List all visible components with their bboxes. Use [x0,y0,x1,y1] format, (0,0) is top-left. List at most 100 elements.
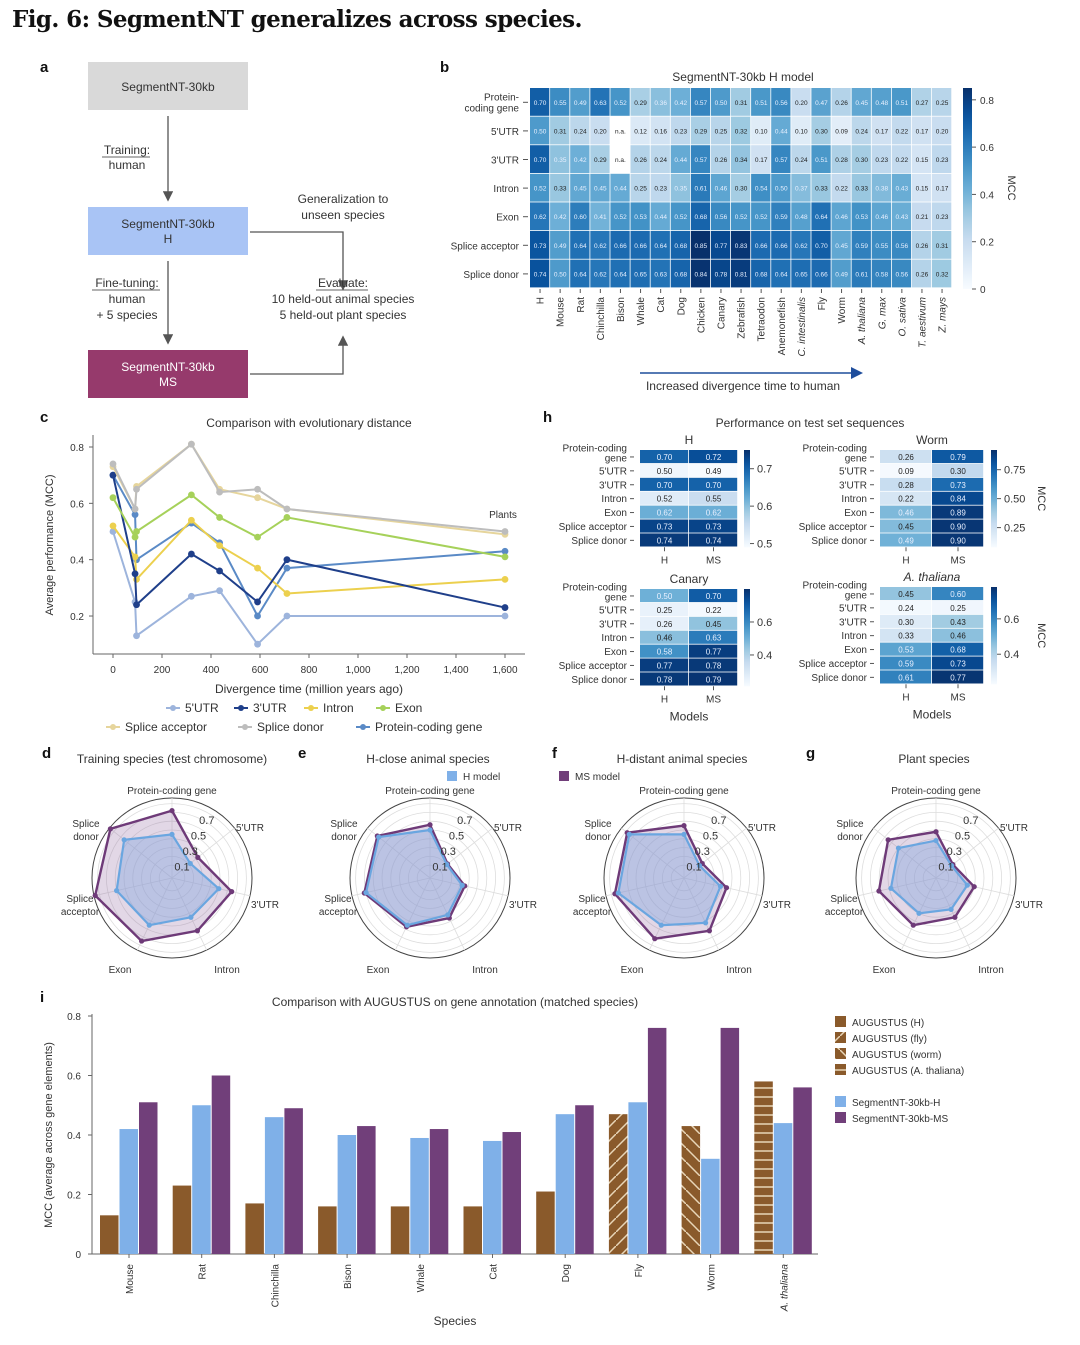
legend-label: AUGUSTUS (worm) [852,1050,941,1061]
axis-label: acceptor [573,907,612,918]
cell-value: 0.78 [715,271,728,278]
radar-area [93,809,234,943]
legend-marker [238,705,244,711]
cell-value: 0.61 [695,186,708,193]
cell-value: 0.62 [594,271,607,278]
column-label: Zebrafish [737,297,748,339]
model-box-box_ms [88,350,248,398]
colorbar-tick: 0.6 [1004,614,1019,626]
data-point [216,514,223,521]
cell-value: 0.26 [898,453,914,462]
cell-value: 0.15 [916,186,929,193]
cell-value: 0.62 [534,214,547,221]
data-point [254,564,261,572]
cell-value: 0.90 [950,522,966,531]
model-box-text: MS [159,375,177,389]
cell-value: 0.30 [735,186,748,193]
heatmap-cell [670,259,690,288]
heatmap-cell [590,116,610,145]
row-label: Intron [493,184,519,195]
finetuning-label: Fine-tuning: [95,276,158,290]
legend-label: AUGUSTUS (H) [852,1018,924,1029]
heatmap-cell [630,259,650,288]
cell-value: 0.17 [755,157,768,164]
radar-spoke [429,827,493,879]
heatmap-cell [911,88,932,116]
heatmap-cell [710,259,731,288]
bar-segmentnt-30kb-ms [139,1102,158,1254]
cell-value: 0.50 [657,467,673,476]
heatmap-cell [811,202,831,231]
radar-point [376,834,382,840]
heatmap-cell [689,519,738,533]
column-label: A. thaliana [857,297,868,346]
heatmap-cell [570,116,590,145]
heatmap-cell [751,116,771,145]
heatmap-cell [650,231,670,259]
cell-value: 0.24 [654,157,667,164]
axis-label: donor [73,832,99,843]
cell-value: 0.31 [936,243,949,250]
heatmap-cell [640,505,689,519]
colorbar-tick: 0.4 [980,190,994,201]
model-box-text: H [164,232,173,246]
axis-label: donor [331,832,357,843]
cell-value: 0.58 [875,271,888,278]
cell-value: 0.51 [815,157,828,164]
cell-value: 0.52 [735,214,748,221]
heatmap-cell [911,116,932,145]
panel-label-g: g [806,745,815,762]
axis-label: 5'UTR [494,823,522,834]
x-axis-label: Increased divergence time to human [646,379,840,393]
row-label: Protein- [484,92,519,103]
row-label: Splice acceptor [799,522,868,533]
data-point [188,550,195,558]
data-point [501,528,509,535]
colorbar-tick: 0.7 [757,464,772,476]
cell-value: 0.68 [755,271,768,278]
heatmap-cell [570,173,590,202]
radar-point [427,827,433,833]
axis-label: Exon [109,965,132,976]
colorbar-tick: 0.25 [1004,523,1025,535]
evaluate-label: 5 held-out plant species [280,308,407,322]
cell-value: 0.25 [950,604,966,613]
ring-label: 0.5 [955,831,970,843]
data-point [131,570,139,578]
heatmap-cell [689,672,738,686]
evaluate-label: 10 held-out animal species [272,292,415,306]
data-point [109,460,117,468]
radar-point [427,822,433,828]
cell-value: 0.53 [855,214,868,221]
heatmap-cell [731,116,751,145]
bar-segmentnt-30kb-h [119,1129,138,1254]
cell-value: 0.72 [706,453,722,462]
finetuning-label: + 5 species [96,308,157,322]
x-tick-label: Mouse [125,1264,136,1294]
cell-value: 0.73 [950,659,966,668]
cell-value: 0.64 [614,271,627,278]
heatmap-cell [851,88,871,116]
heatmap-cell [690,116,711,145]
cell-value: 0.23 [674,128,687,135]
heatmap-cell [771,145,791,173]
data-point [283,505,291,513]
heatmap-cell [550,145,570,173]
heatmap-cell [710,173,731,202]
heatmap-cell [731,259,751,288]
cell-value: 0.10 [755,128,768,135]
row-label: Exon [604,647,627,658]
data-point [254,494,261,502]
cell-value: 0.26 [657,620,673,629]
cell-value: 0.56 [715,214,728,221]
cell-value: 0.66 [815,271,828,278]
heatmap-cell [530,145,550,173]
heatmap-cell [831,231,851,259]
heatmap-cell [871,145,891,173]
colorbar [963,88,972,289]
cell-value: 0.52 [674,214,687,221]
data-point [131,553,139,561]
cell-value: 0.15 [916,157,929,164]
arrow-generalization [250,231,349,291]
bar-augustus [608,1114,628,1254]
